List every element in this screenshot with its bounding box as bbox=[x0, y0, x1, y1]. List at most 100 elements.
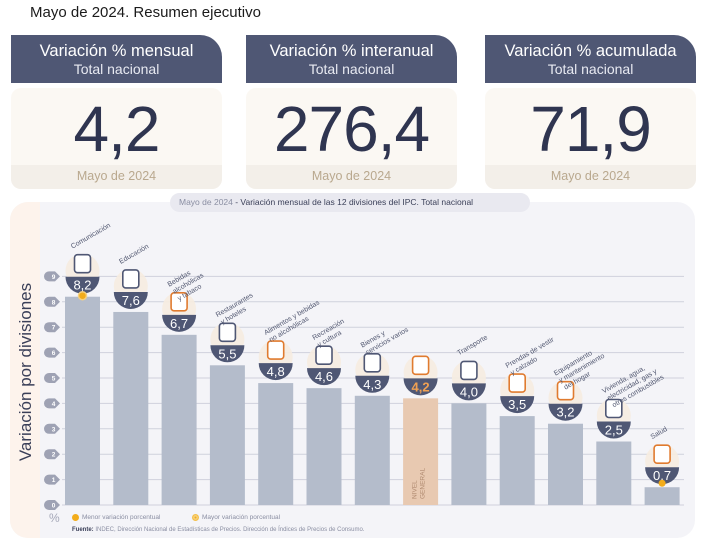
bar bbox=[548, 423, 583, 505]
value-badge bbox=[645, 467, 680, 485]
value-badge bbox=[500, 396, 535, 414]
value-badge bbox=[113, 291, 148, 309]
value-badge bbox=[307, 368, 341, 386]
value-label: 3,5 bbox=[508, 397, 526, 412]
value-badge bbox=[210, 345, 245, 363]
y-tick-label: 0 bbox=[52, 503, 56, 510]
y-tick-marker bbox=[44, 449, 60, 460]
chart-title-date: Mayo de 2024 bbox=[179, 197, 233, 207]
value-badge bbox=[65, 276, 100, 294]
category-label: Educación bbox=[118, 243, 150, 265]
y-tick-marker bbox=[44, 398, 60, 409]
plate-cutlery-icon bbox=[218, 322, 237, 343]
value-label: 4,6 bbox=[315, 369, 333, 384]
y-tick-marker bbox=[44, 500, 60, 510]
kpi-subtitle: Total nacional bbox=[547, 61, 634, 77]
min-marker bbox=[658, 479, 666, 487]
kpi-value: 71,9 bbox=[530, 93, 652, 165]
kpi-header: Variación % mensual Total nacional bbox=[11, 35, 222, 83]
kpi-subtitle: Total nacional bbox=[73, 61, 160, 77]
bar bbox=[451, 403, 487, 505]
value-label: 6,7 bbox=[170, 316, 188, 331]
kpi-header: Variación % acumulada Total nacional bbox=[485, 35, 696, 83]
kpi-title: Variación % acumulada bbox=[504, 42, 677, 60]
value-badge bbox=[162, 314, 197, 332]
kpi-card-accumulated: Variación % acumulada Total nacional 71,… bbox=[485, 35, 696, 189]
value-badge bbox=[548, 403, 583, 421]
kpi-value: 276,4 bbox=[273, 93, 430, 165]
value-badge bbox=[403, 378, 438, 396]
legend-max-marker-icon bbox=[192, 514, 199, 521]
y-tick-marker bbox=[44, 474, 60, 485]
y-tick-marker bbox=[44, 296, 60, 307]
y-tick-label: 7 bbox=[52, 325, 56, 332]
chart-title: Mayo de 2024 - Variación mensual de las … bbox=[170, 193, 530, 212]
kpi-title: Variación % interanual bbox=[269, 42, 434, 60]
source-text: INDEC, Dirección Nacional de Estadística… bbox=[93, 527, 365, 533]
lightbulb-icon bbox=[604, 398, 623, 419]
kpi-body: 71,9 Mayo de 2024 bbox=[485, 88, 696, 189]
legend-min-label: Menor variación porcentual bbox=[82, 514, 161, 522]
y-tick-label: 9 bbox=[52, 274, 56, 281]
y-tick-label: 1 bbox=[52, 477, 56, 484]
value-badge bbox=[355, 375, 390, 393]
kpi-date: Mayo de 2024 bbox=[485, 165, 696, 189]
value-label: 3,2 bbox=[556, 405, 574, 420]
bar-general-label: GENERAL bbox=[420, 468, 427, 499]
y-tick-marker bbox=[44, 423, 60, 434]
value-label: 2,5 bbox=[605, 423, 623, 438]
bar bbox=[644, 487, 680, 505]
legend-min-marker-icon bbox=[72, 514, 79, 521]
bar bbox=[596, 441, 632, 505]
value-label: 8,2 bbox=[73, 278, 91, 293]
bar-general bbox=[403, 398, 439, 505]
shopping-basket-icon bbox=[411, 355, 430, 376]
y-tick-marker bbox=[44, 322, 60, 333]
y-tick-label: 5 bbox=[52, 376, 56, 383]
value-label: 4,2 bbox=[412, 379, 430, 394]
bar bbox=[161, 334, 197, 505]
source-note: Fuente: INDEC, Dirección Nacional de Est… bbox=[72, 527, 364, 533]
kpi-card-interannual: Variación % interanual Total nacional 27… bbox=[246, 35, 457, 189]
source-label: Fuente: bbox=[72, 527, 94, 533]
y-tick-marker bbox=[44, 347, 60, 358]
notebook-icon bbox=[122, 269, 140, 289]
value-label: 7,6 bbox=[122, 293, 140, 308]
bar bbox=[354, 395, 390, 505]
shirt-shoe-icon bbox=[508, 373, 527, 393]
bottle-icon bbox=[170, 292, 188, 312]
kpi-date: Mayo de 2024 bbox=[11, 165, 222, 189]
bar bbox=[113, 311, 149, 505]
y-axis-unit: % bbox=[49, 511, 60, 525]
legend-min: Menor variación porcentual bbox=[72, 514, 160, 521]
value-label: 5,5 bbox=[218, 346, 236, 361]
y-tick-label: 4 bbox=[52, 401, 56, 408]
kpi-header: Variación % interanual Total nacional bbox=[246, 35, 457, 83]
bar bbox=[306, 388, 342, 505]
umbrella-icon bbox=[315, 345, 333, 365]
y-tick-label: 3 bbox=[52, 426, 56, 433]
sube-car-icon bbox=[460, 360, 478, 381]
category-label: Salud bbox=[650, 426, 669, 441]
value-label: 4,8 bbox=[267, 364, 285, 379]
value-label: 4,3 bbox=[363, 377, 381, 392]
legend-max: Mayor variación porcentual bbox=[192, 514, 280, 521]
health-cross-icon bbox=[653, 444, 671, 465]
kpi-title: Variación % mensual bbox=[39, 42, 194, 60]
max-marker bbox=[77, 290, 88, 301]
kpi-card-monthly: Variación % mensual Total nacional 4,2 M… bbox=[11, 35, 222, 189]
legend-max-label: Mayor variación porcentual bbox=[202, 514, 281, 522]
value-badge bbox=[258, 363, 293, 381]
y-tick-marker bbox=[44, 373, 60, 383]
value-badge bbox=[596, 421, 631, 439]
y-axis-label-panel bbox=[10, 202, 40, 538]
category-label: Transporte bbox=[456, 334, 489, 357]
kpi-body: 276,4 Mayo de 2024 bbox=[246, 88, 457, 189]
y-tick-label: 6 bbox=[52, 350, 56, 357]
page-title: Mayo de 2024. Resumen ejecutivo bbox=[30, 4, 261, 21]
chart-title-text: - Variación mensual de las 12 divisiones… bbox=[232, 197, 474, 207]
kpi-date: Mayo de 2024 bbox=[246, 165, 457, 189]
y-tick-marker bbox=[44, 271, 60, 282]
bar bbox=[209, 365, 245, 505]
phone-icon bbox=[73, 253, 92, 274]
